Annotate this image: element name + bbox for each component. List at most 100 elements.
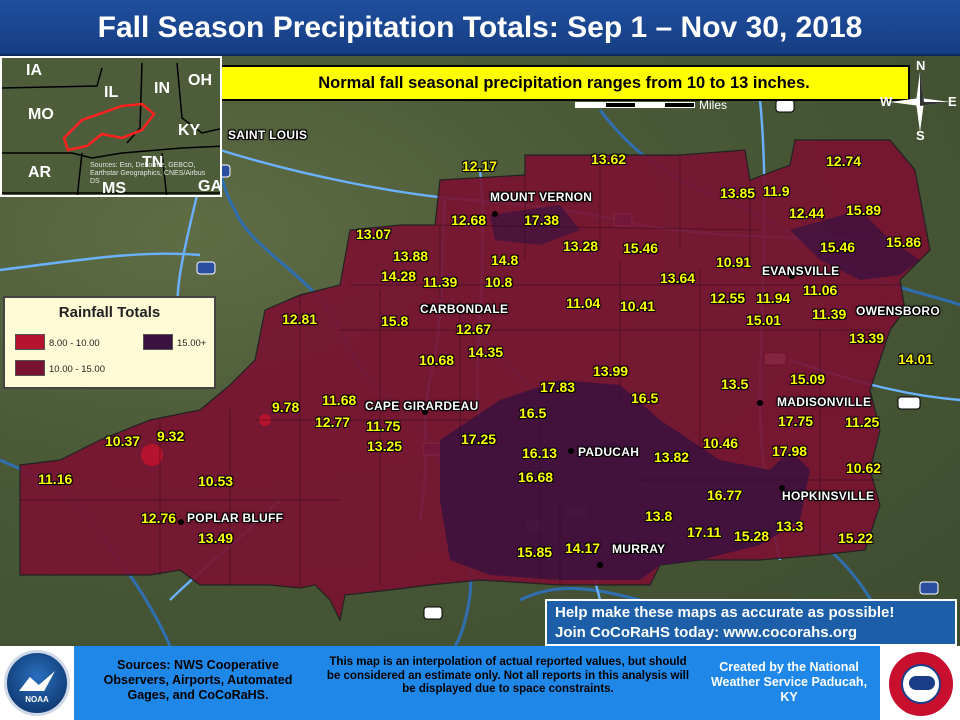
locator-inset-map: IA IL IN OH MO KY AR TN MS GA Sources: E… [0,56,222,197]
city-label-poplar-bluff: POPLAR BLUFF [187,511,284,525]
cocorahs-banner[interactable]: Help make these maps as accurate as poss… [545,599,957,646]
rainfall-value: 13.85 [720,185,756,201]
rainfall-value: 9.78 [272,399,300,415]
cocorahs-link[interactable]: Join CoCoRaHS today: www.cocorahs.org [555,624,857,641]
rainfall-value: 9.32 [157,428,185,444]
rainfall-value: 13.3 [776,518,804,534]
rainfall-value: 12.74 [826,153,862,169]
rainfall-value: 15.46 [623,240,659,256]
rainfall-value: 12.77 [315,414,351,430]
rainfall-value: 12.44 [789,205,825,221]
noaa-bird-icon [19,671,55,691]
rainfall-value: 13.99 [593,363,629,379]
precipitation-map[interactable]: SAINT LOUIS MOUNT VERNON EVANSVILLE OWEN… [0,56,960,646]
rainfall-value: 15.85 [517,544,553,560]
rainfall-value: 11.39 [423,274,458,290]
rainfall-value: 12.17 [462,158,498,174]
inset-state-label: AR [28,164,52,181]
rainfall-value: 15.89 [846,202,882,218]
rainfall-value: 17.98 [772,443,808,459]
rainfall-value: 13.8 [645,508,673,524]
rainfall-value: 13.25 [367,438,403,454]
city-label-saint-louis: SAINT LOUIS [228,128,308,142]
compass-east: E [948,94,957,109]
city-label-cape-girardeau: CAPE GIRARDEAU [365,399,479,413]
rainfall-value: 17.38 [524,212,560,228]
rainfall-value: 13.88 [393,248,429,264]
rainfall-value: 14.01 [898,351,934,367]
inset-state-label: TN [142,154,164,171]
rainfall-value: 11.75 [366,418,401,434]
inset-state-label: MS [102,180,126,197]
cwa-outline [62,102,156,152]
rainfall-value: 15.09 [790,371,826,387]
rainfall-value: 12.68 [451,212,487,228]
footer: NOAA Sources: NWS Cooperative Observers,… [0,646,960,720]
compass-north: N [916,58,926,73]
rainfall-value: 16.5 [631,390,659,406]
inset-state-label: GA [198,178,222,195]
rainfall-area-heavy-n [490,205,580,245]
rainfall-value: 11.16 [38,471,73,487]
legend-label: 8.00 - 10.00 [49,338,100,349]
legend-swatch-15-plus [143,334,173,350]
cocorahs-line-1: Help make these maps as accurate as poss… [555,604,895,621]
rainfall-value: 15.46 [820,239,856,255]
rainfall-value: 17.25 [461,431,497,447]
compass-icon [890,72,950,132]
rainfall-value: 10.68 [419,352,455,368]
rainfall-value: 12.81 [282,311,318,327]
rainfall-value: 10.53 [198,473,234,489]
inset-state-label: IN [154,80,170,97]
rainfall-value: 14.35 [468,344,504,360]
rainfall-value: 16.13 [522,445,558,461]
rainfall-value: 11.94 [756,290,791,306]
city-label-madisonville: MADISONVILLE [777,395,872,409]
rainfall-value: 10.46 [703,435,739,451]
legend-swatch-10-15 [15,360,45,376]
rainfall-value: 14.8 [491,252,519,268]
footer-sources: Sources: NWS Cooperative Observers, Airp… [103,658,293,702]
legend-title: Rainfall Totals [58,304,161,321]
footer-disclaimer: This map is an interpolation of actual r… [326,656,690,695]
inset-state-label: KY [178,122,201,139]
rainfall-value: 16.77 [707,487,743,503]
rainfall-value: 11.39 [812,306,847,322]
rainfall-pocket-light [141,444,163,466]
compass-rose: N S E W [880,58,960,143]
city-label-paducah: PADUCAH [578,445,640,459]
inset-borders [2,62,220,195]
legend-swatch-8-10 [15,334,45,350]
county-lines [20,155,900,585]
inset-source-text: Sources: Esri, DeLorme, GEBCO, Earthstar… [90,162,206,185]
rainfall-value: 11.68 [322,392,357,408]
footer-credit: Created by the National Weather Service … [710,660,868,704]
page-title: Fall Season Precipitation Totals: Sep 1 … [0,0,960,56]
rainfall-value: 17.11 [687,524,722,540]
inset-state-label: MO [28,106,54,123]
rainfall-value: 11.04 [566,295,601,311]
rainfall-value: 12.67 [456,321,492,337]
rainfall-value: 13.07 [356,226,392,242]
scale-bar: Miles [575,98,727,112]
nws-cloud-icon [909,676,935,690]
rainfall-value: 10.62 [846,460,882,476]
compass-west: W [880,94,893,109]
rainfall-value: 15.86 [886,234,922,250]
inset-state-label: IL [104,84,119,101]
legend-label: 10.00 - 15.00 [49,364,105,375]
rainfall-value: 13.28 [563,238,599,254]
rainfall-value: 15.8 [381,313,409,329]
rainfall-value: 15.22 [838,530,874,546]
rainfall-value: 12.76 [141,510,177,526]
city-label-mount-vernon: MOUNT VERNON [490,190,593,204]
scale-unit: Miles [699,98,728,112]
inset-state-label: IA [26,62,42,79]
normal-precip-notice: Normal fall seasonal precipitation range… [218,65,910,101]
city-label-carbondale: CARBONDALE [420,302,509,316]
city-label-evansville: EVANSVILLE [762,264,840,278]
rainfall-value: 16.68 [518,469,554,485]
rainfall-value: 14.28 [381,268,417,284]
nws-logo [887,650,955,718]
legend: Rainfall Totals 8.00 - 10.00 15.00+ 10.0… [3,296,216,389]
